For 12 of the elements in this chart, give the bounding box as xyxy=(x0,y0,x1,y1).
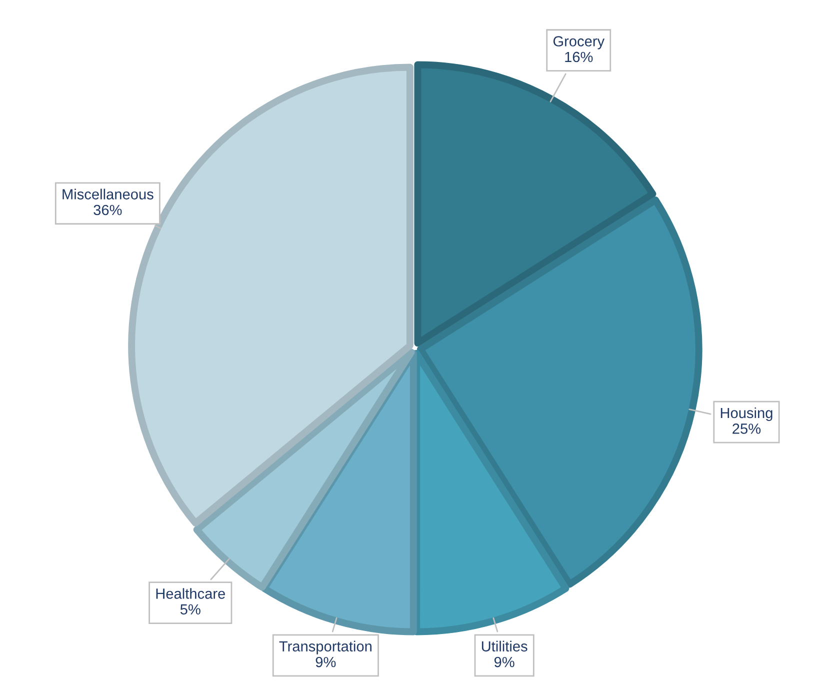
slice-label: Utilities xyxy=(482,640,528,652)
data-label: 16% xyxy=(565,52,593,62)
slice-label: Transportation xyxy=(279,640,372,654)
slice-label: Healthcare xyxy=(156,588,226,599)
slice-label: Miscellaneous xyxy=(62,188,154,200)
slice-label: Housing xyxy=(720,407,772,422)
data-label: 25% xyxy=(732,424,761,434)
data-label: 36% xyxy=(94,204,122,216)
slice-label: Grocery xyxy=(553,36,605,50)
data-label: 9% xyxy=(494,656,514,668)
data-label: 5% xyxy=(180,604,200,615)
data-label: 9% xyxy=(316,656,336,668)
